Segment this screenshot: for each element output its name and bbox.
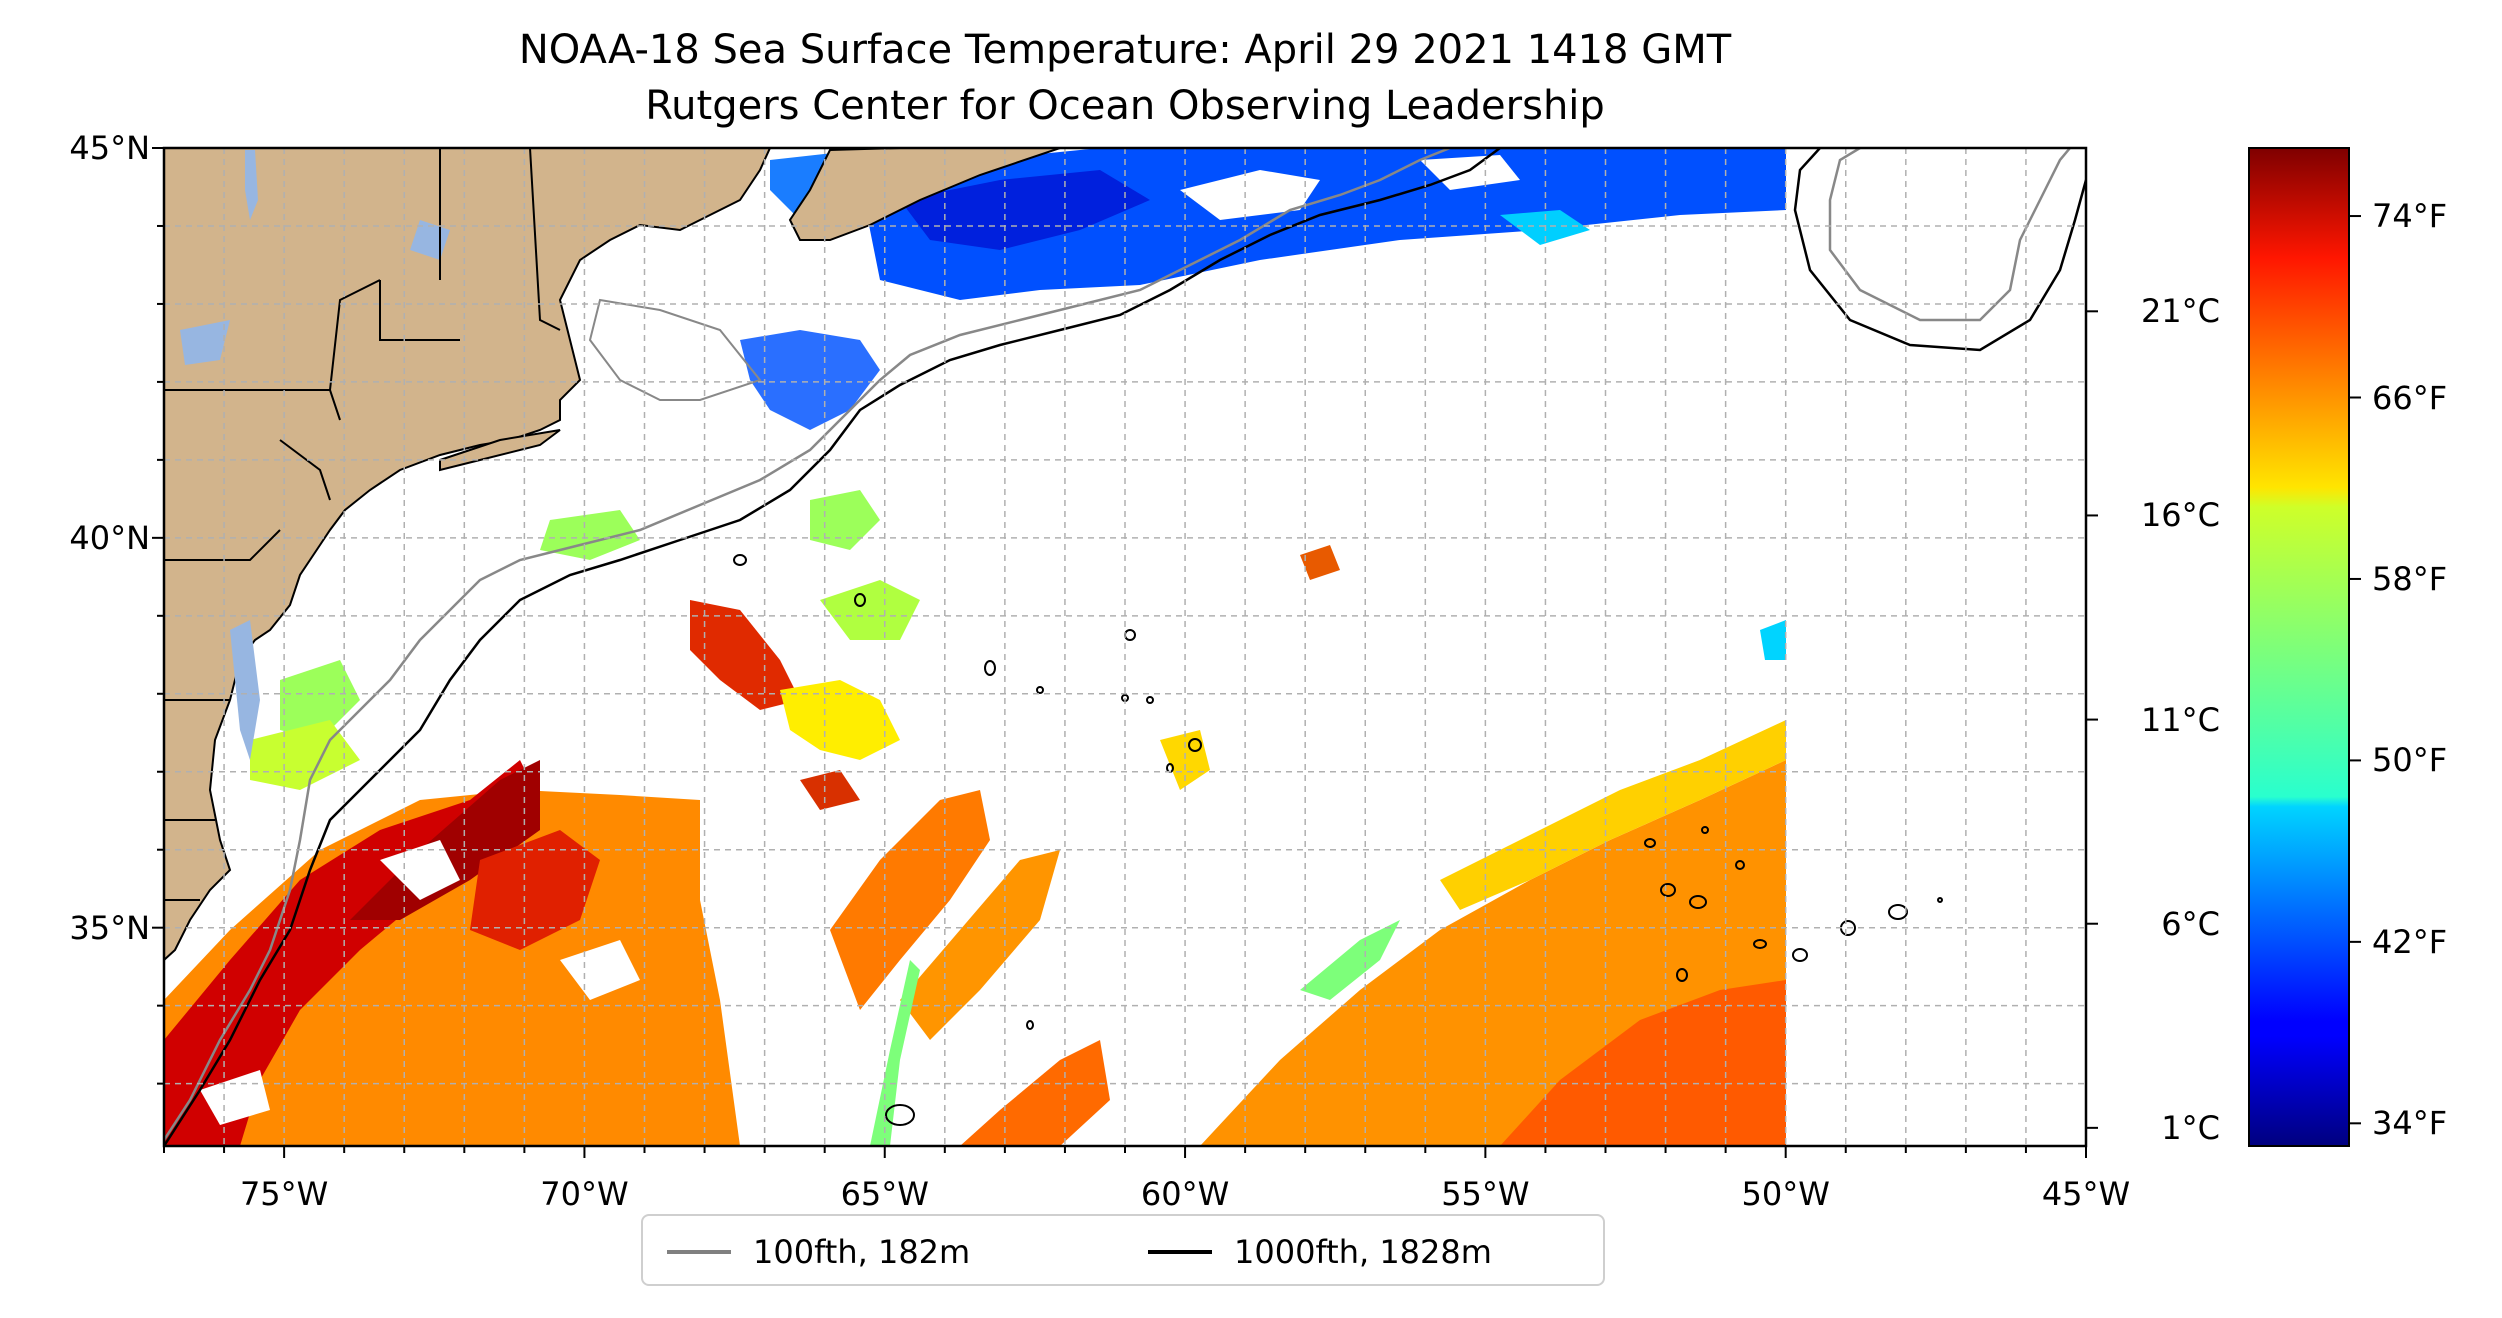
legend-label-1000fth: 1000fth, 1828m xyxy=(1234,1233,1492,1271)
legend-item-100fth: 100fth, 182m xyxy=(667,1232,970,1272)
chesapeake-bay xyxy=(230,620,260,760)
sst-green-strip-6 xyxy=(870,960,920,1146)
lon-tick-label: 60°W xyxy=(1140,1175,1230,1213)
sst-cyan-patch-2 xyxy=(1760,620,1786,660)
colorbar-label-f: 58°F xyxy=(2372,559,2448,598)
gridlines xyxy=(163,147,2087,1146)
isobath-100fth-shelf-north xyxy=(588,298,762,401)
map-subtitle: Rutgers Center for Ocean Observing Leade… xyxy=(645,83,1605,129)
lake-champlain xyxy=(245,150,258,220)
map-title: NOAA-18 Sea Surface Temperature: April 2… xyxy=(518,27,1732,73)
lon-tick-label: 55°W xyxy=(1441,1175,1530,1213)
sst-green-patch-1 xyxy=(820,580,920,640)
legend-swatch-1000fth xyxy=(1148,1250,1212,1254)
no-data-east xyxy=(1786,148,2086,1146)
isobath-1000fth xyxy=(164,148,1501,1146)
sst-imagery xyxy=(164,148,2086,1146)
sst-green-edge-southeast xyxy=(1300,920,1400,1000)
sst-red-streak xyxy=(470,830,600,950)
legend-swatch-100fth xyxy=(667,1250,731,1254)
colorbar-ticks xyxy=(2086,215,2361,1129)
sst-streak-central-1 xyxy=(830,790,990,1010)
sst-dark-red-band xyxy=(350,760,540,920)
colorbar-label-f: 74°F xyxy=(2372,197,2448,236)
colorbar-label-c: 21°C xyxy=(2140,292,2220,331)
sst-red-blob-2 xyxy=(800,770,860,810)
colorbar-label-c: 16°C xyxy=(2140,496,2220,535)
colorbar-label-c: 6°C xyxy=(2161,904,2220,943)
sst-cloud-gap-north-2 xyxy=(1420,155,1520,190)
legend: 100fth, 182m 1000fth, 1828m xyxy=(641,1214,1605,1286)
colorbar-label-c: 1°C xyxy=(2161,1108,2220,1147)
legend-label-100fth: 100fth, 182m xyxy=(753,1233,971,1271)
lat-tick-label: 45°N xyxy=(69,129,150,167)
sst-yellow-patch-1 xyxy=(780,680,900,760)
lat-tick-label: 40°N xyxy=(69,518,150,557)
legend-item-1000fth: 1000fth, 1828m xyxy=(1148,1232,1492,1272)
sst-streak-central-2 xyxy=(900,850,1060,1040)
colorbar-label-f: 34°F xyxy=(2372,1104,2448,1143)
sst-green-patch-2 xyxy=(810,490,880,550)
sst-yellow-patch-7 xyxy=(1160,730,1210,790)
seamounts xyxy=(733,554,1943,1126)
isobath-1000fth-grand-banks xyxy=(1793,148,2086,352)
sst-cloud-gap-1 xyxy=(380,840,460,900)
sst-cloud-gap-north xyxy=(1180,170,1320,220)
lon-tick-label: 50°W xyxy=(1741,1175,1830,1213)
sst-red-southeast xyxy=(1500,980,1786,1146)
sst-red-blob-3 xyxy=(1300,545,1340,580)
frame-ticks xyxy=(152,147,2087,1158)
isobath-100fth xyxy=(164,148,1451,1141)
sst-yellow-edge-southeast xyxy=(1440,720,1786,910)
colorbar-label-f: 66°F xyxy=(2372,378,2448,417)
land-north-america xyxy=(164,148,772,962)
colorbar-label-f: 42°F xyxy=(2372,922,2448,961)
colorbar-label-f: 50°F xyxy=(2372,741,2448,780)
sst-cloud-gap-3 xyxy=(560,940,640,1000)
sst-cold-georges xyxy=(740,330,880,430)
lake-2 xyxy=(180,320,230,365)
sst-cold-deep xyxy=(900,170,1150,250)
land-nova-scotia xyxy=(788,148,1061,241)
sst-green-patch-4 xyxy=(280,660,360,740)
state-borders xyxy=(164,148,561,901)
lon-tick-label: 75°W xyxy=(239,1175,329,1213)
lon-tick-label: 65°W xyxy=(840,1175,929,1213)
lat-tick-label: 35°N xyxy=(69,908,150,947)
lon-tick-label: 45°W xyxy=(2041,1175,2131,1213)
colorbar-label-c: 11°C xyxy=(2140,700,2220,739)
lon-tick-label: 70°W xyxy=(540,1175,629,1213)
sst-streak-central-3 xyxy=(960,1040,1110,1146)
isobath-100fth-grand-banks xyxy=(1828,148,2071,322)
land-long-island xyxy=(439,429,561,472)
colorbar xyxy=(2248,147,2350,1147)
sst-red-blob-1 xyxy=(690,600,800,710)
